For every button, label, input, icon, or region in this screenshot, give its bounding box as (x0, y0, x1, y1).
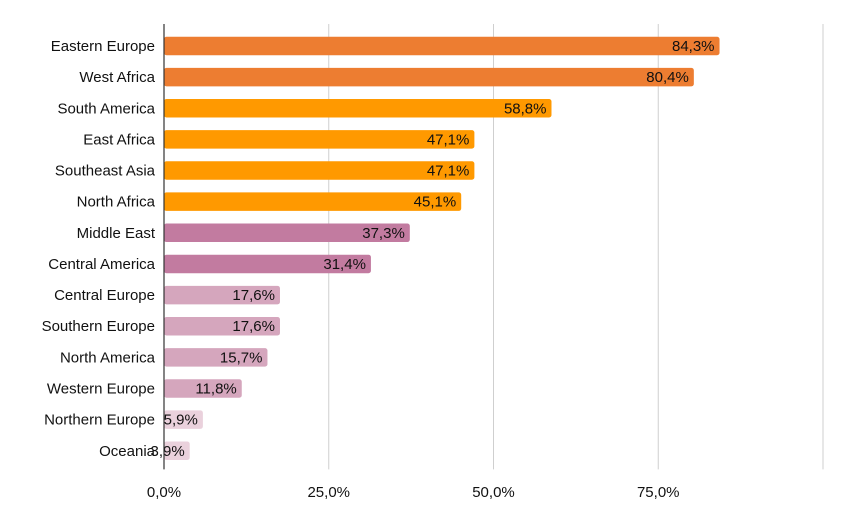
category-label: Western Europe (47, 381, 155, 398)
category-label: North America (60, 349, 156, 366)
bar (164, 348, 268, 367)
bar (164, 410, 203, 429)
bar (164, 441, 190, 461)
x-tick-label: 75,0% (637, 484, 680, 501)
grid-lines (328, 24, 824, 470)
data-label: 47,1% (427, 131, 470, 148)
bar (164, 254, 371, 274)
bars (164, 36, 720, 461)
bar (164, 379, 242, 398)
data-label: 3,9% (150, 443, 184, 460)
data-label: 84,3% (672, 38, 715, 55)
category-label: Southern Europe (42, 318, 155, 335)
data-label: 80,4% (646, 69, 689, 86)
category-label: Central America (48, 256, 155, 273)
bar (164, 161, 475, 180)
data-label: 5,9% (164, 412, 198, 429)
x-tick-labels: 0,0% 25,0% 50,0% 75,0% (147, 484, 680, 501)
category-label: Oceania (99, 443, 156, 460)
data-label: 17,6% (232, 318, 275, 335)
category-label: Middle East (77, 225, 156, 242)
bar (164, 316, 280, 336)
category-labels: Eastern Europe West Africa South America Ea… (42, 38, 156, 460)
bar (164, 285, 280, 305)
bar (164, 223, 410, 243)
bar (164, 99, 552, 118)
category-label: North Africa (77, 194, 156, 211)
bar (164, 67, 694, 87)
bar (164, 192, 462, 211)
x-tick-label: 50,0% (472, 484, 515, 501)
data-label: 15,7% (220, 349, 263, 366)
data-label: 37,3% (362, 225, 405, 242)
category-label: Eastern Europe (51, 38, 155, 55)
category-label: East Africa (83, 131, 155, 148)
category-label: Northern Europe (44, 412, 155, 429)
category-label: South America (57, 100, 155, 117)
bar (164, 130, 475, 149)
data-label: 58,8% (504, 100, 547, 117)
data-label: 47,1% (427, 163, 470, 180)
bar (164, 36, 720, 56)
value-labels: 84,3% 80,4% 58,8% 47,1% 47,1% 45,1% 37,3% 31,4%… (150, 38, 714, 460)
data-label: 11,8% (195, 381, 236, 398)
category-label: Central Europe (54, 287, 155, 304)
category-label: Southeast Asia (55, 163, 156, 180)
category-label: West Africa (79, 69, 155, 86)
data-label: 31,4% (323, 256, 366, 273)
x-tick-label: 25,0% (307, 484, 350, 501)
data-label: 45,1% (414, 194, 457, 211)
x-tick-label: 0,0% (147, 484, 181, 501)
data-label: 17,6% (232, 287, 275, 304)
